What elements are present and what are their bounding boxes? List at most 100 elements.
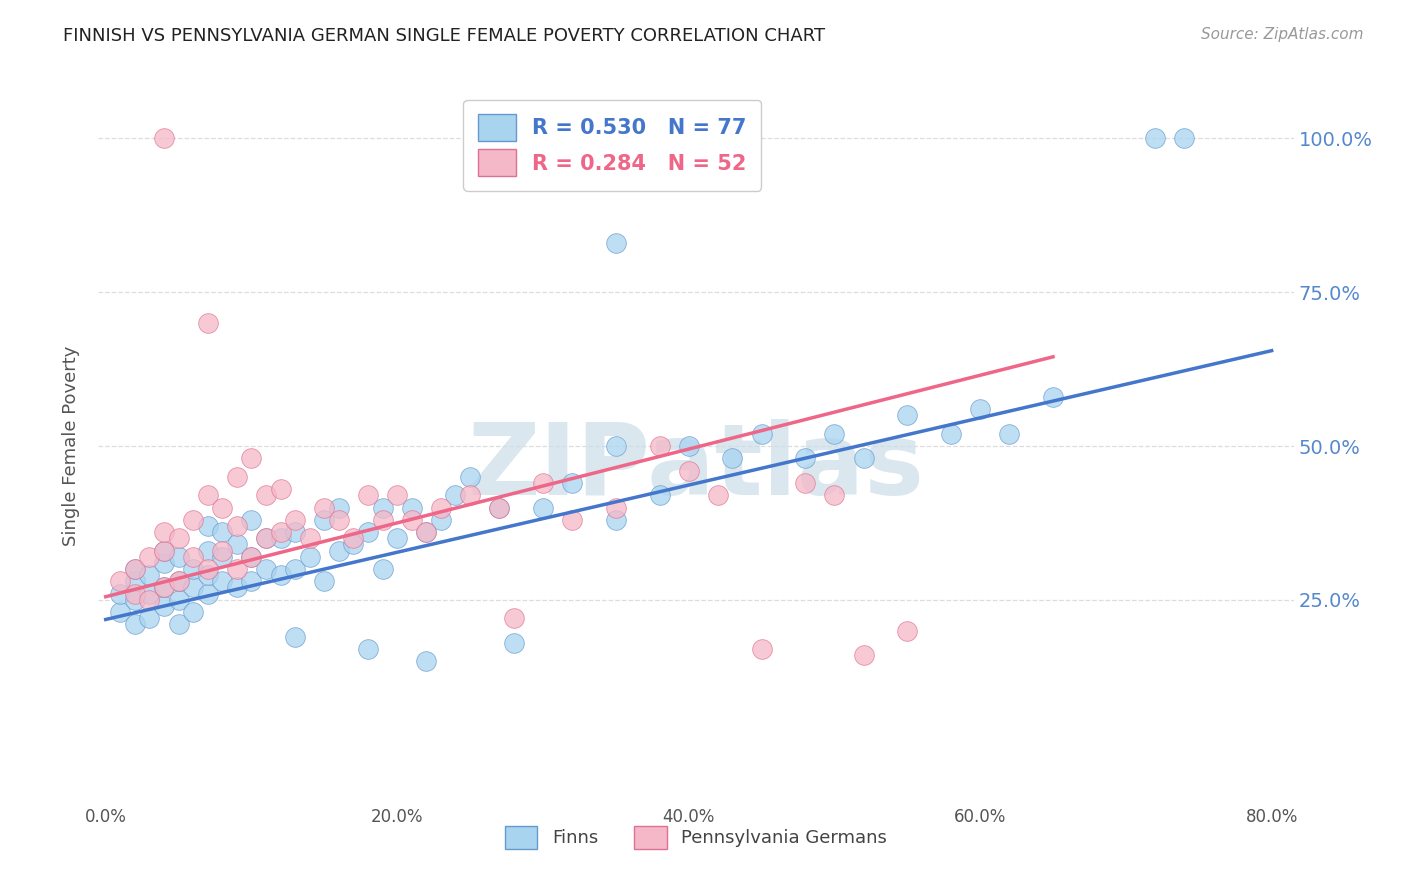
Text: FINNISH VS PENNSYLVANIA GERMAN SINGLE FEMALE POVERTY CORRELATION CHART: FINNISH VS PENNSYLVANIA GERMAN SINGLE FE…: [63, 27, 825, 45]
Point: [225, 537, 247, 551]
Point: [939, 426, 962, 441]
Point: [284, 562, 307, 576]
Point: [314, 500, 336, 515]
Point: [896, 624, 918, 638]
Point: [254, 488, 277, 502]
Point: [240, 549, 263, 564]
Point: [458, 488, 481, 502]
Point: [371, 513, 394, 527]
Point: [401, 500, 423, 515]
Point: [110, 587, 132, 601]
Point: [648, 439, 671, 453]
Point: [167, 617, 190, 632]
Point: [298, 549, 321, 564]
Point: [197, 543, 219, 558]
Point: [211, 549, 233, 564]
Point: [1042, 390, 1064, 404]
Point: [357, 488, 380, 502]
Point: [181, 562, 204, 576]
Y-axis label: Single Female Poverty: Single Female Poverty: [62, 346, 80, 546]
Point: [138, 587, 160, 601]
Point: [124, 617, 146, 632]
Point: [197, 519, 219, 533]
Point: [284, 525, 307, 540]
Point: [167, 592, 190, 607]
Point: [153, 581, 176, 595]
Point: [138, 549, 160, 564]
Point: [605, 500, 627, 515]
Point: [270, 525, 292, 540]
Point: [852, 451, 875, 466]
Point: [415, 654, 437, 668]
Point: [531, 475, 554, 490]
Point: [153, 581, 176, 595]
Point: [896, 409, 918, 423]
Point: [225, 469, 247, 483]
Point: [314, 574, 336, 589]
Point: [240, 513, 263, 527]
Point: [153, 556, 176, 570]
Point: [458, 469, 481, 483]
Point: [342, 537, 364, 551]
Point: [167, 549, 190, 564]
Point: [254, 562, 277, 576]
Point: [254, 531, 277, 545]
Point: [167, 574, 190, 589]
Point: [385, 531, 409, 545]
Point: [167, 531, 190, 545]
Point: [502, 611, 524, 625]
Point: [371, 500, 394, 515]
Point: [794, 451, 817, 466]
Point: [124, 562, 146, 576]
Point: [110, 574, 132, 589]
Point: [284, 630, 307, 644]
Point: [328, 513, 350, 527]
Point: [531, 500, 554, 515]
Point: [240, 451, 263, 466]
Point: [707, 488, 730, 502]
Point: [415, 525, 437, 540]
Point: [138, 568, 160, 582]
Point: [561, 513, 583, 527]
Point: [197, 568, 219, 582]
Point: [153, 525, 176, 540]
Point: [314, 513, 336, 527]
Point: [342, 531, 364, 545]
Point: [298, 531, 321, 545]
Point: [648, 488, 671, 502]
Point: [181, 605, 204, 619]
Point: [124, 574, 146, 589]
Point: [371, 562, 394, 576]
Point: [197, 587, 219, 601]
Point: [181, 549, 204, 564]
Point: [240, 574, 263, 589]
Point: [751, 426, 773, 441]
Point: [415, 525, 437, 540]
Point: [605, 235, 627, 250]
Point: [211, 525, 233, 540]
Point: [138, 592, 160, 607]
Point: [678, 464, 700, 478]
Point: [357, 525, 380, 540]
Point: [225, 581, 247, 595]
Point: [998, 426, 1021, 441]
Point: [124, 587, 146, 601]
Point: [124, 562, 146, 576]
Point: [328, 543, 350, 558]
Point: [153, 543, 176, 558]
Point: [488, 500, 510, 515]
Point: [270, 482, 292, 496]
Point: [110, 605, 132, 619]
Point: [605, 439, 627, 453]
Point: [254, 531, 277, 545]
Point: [1144, 131, 1167, 145]
Point: [385, 488, 409, 502]
Point: [751, 642, 773, 657]
Point: [969, 402, 991, 417]
Point: [211, 543, 233, 558]
Point: [823, 426, 845, 441]
Point: [823, 488, 845, 502]
Text: ZIPatlas: ZIPatlas: [468, 419, 924, 516]
Point: [605, 513, 627, 527]
Point: [124, 592, 146, 607]
